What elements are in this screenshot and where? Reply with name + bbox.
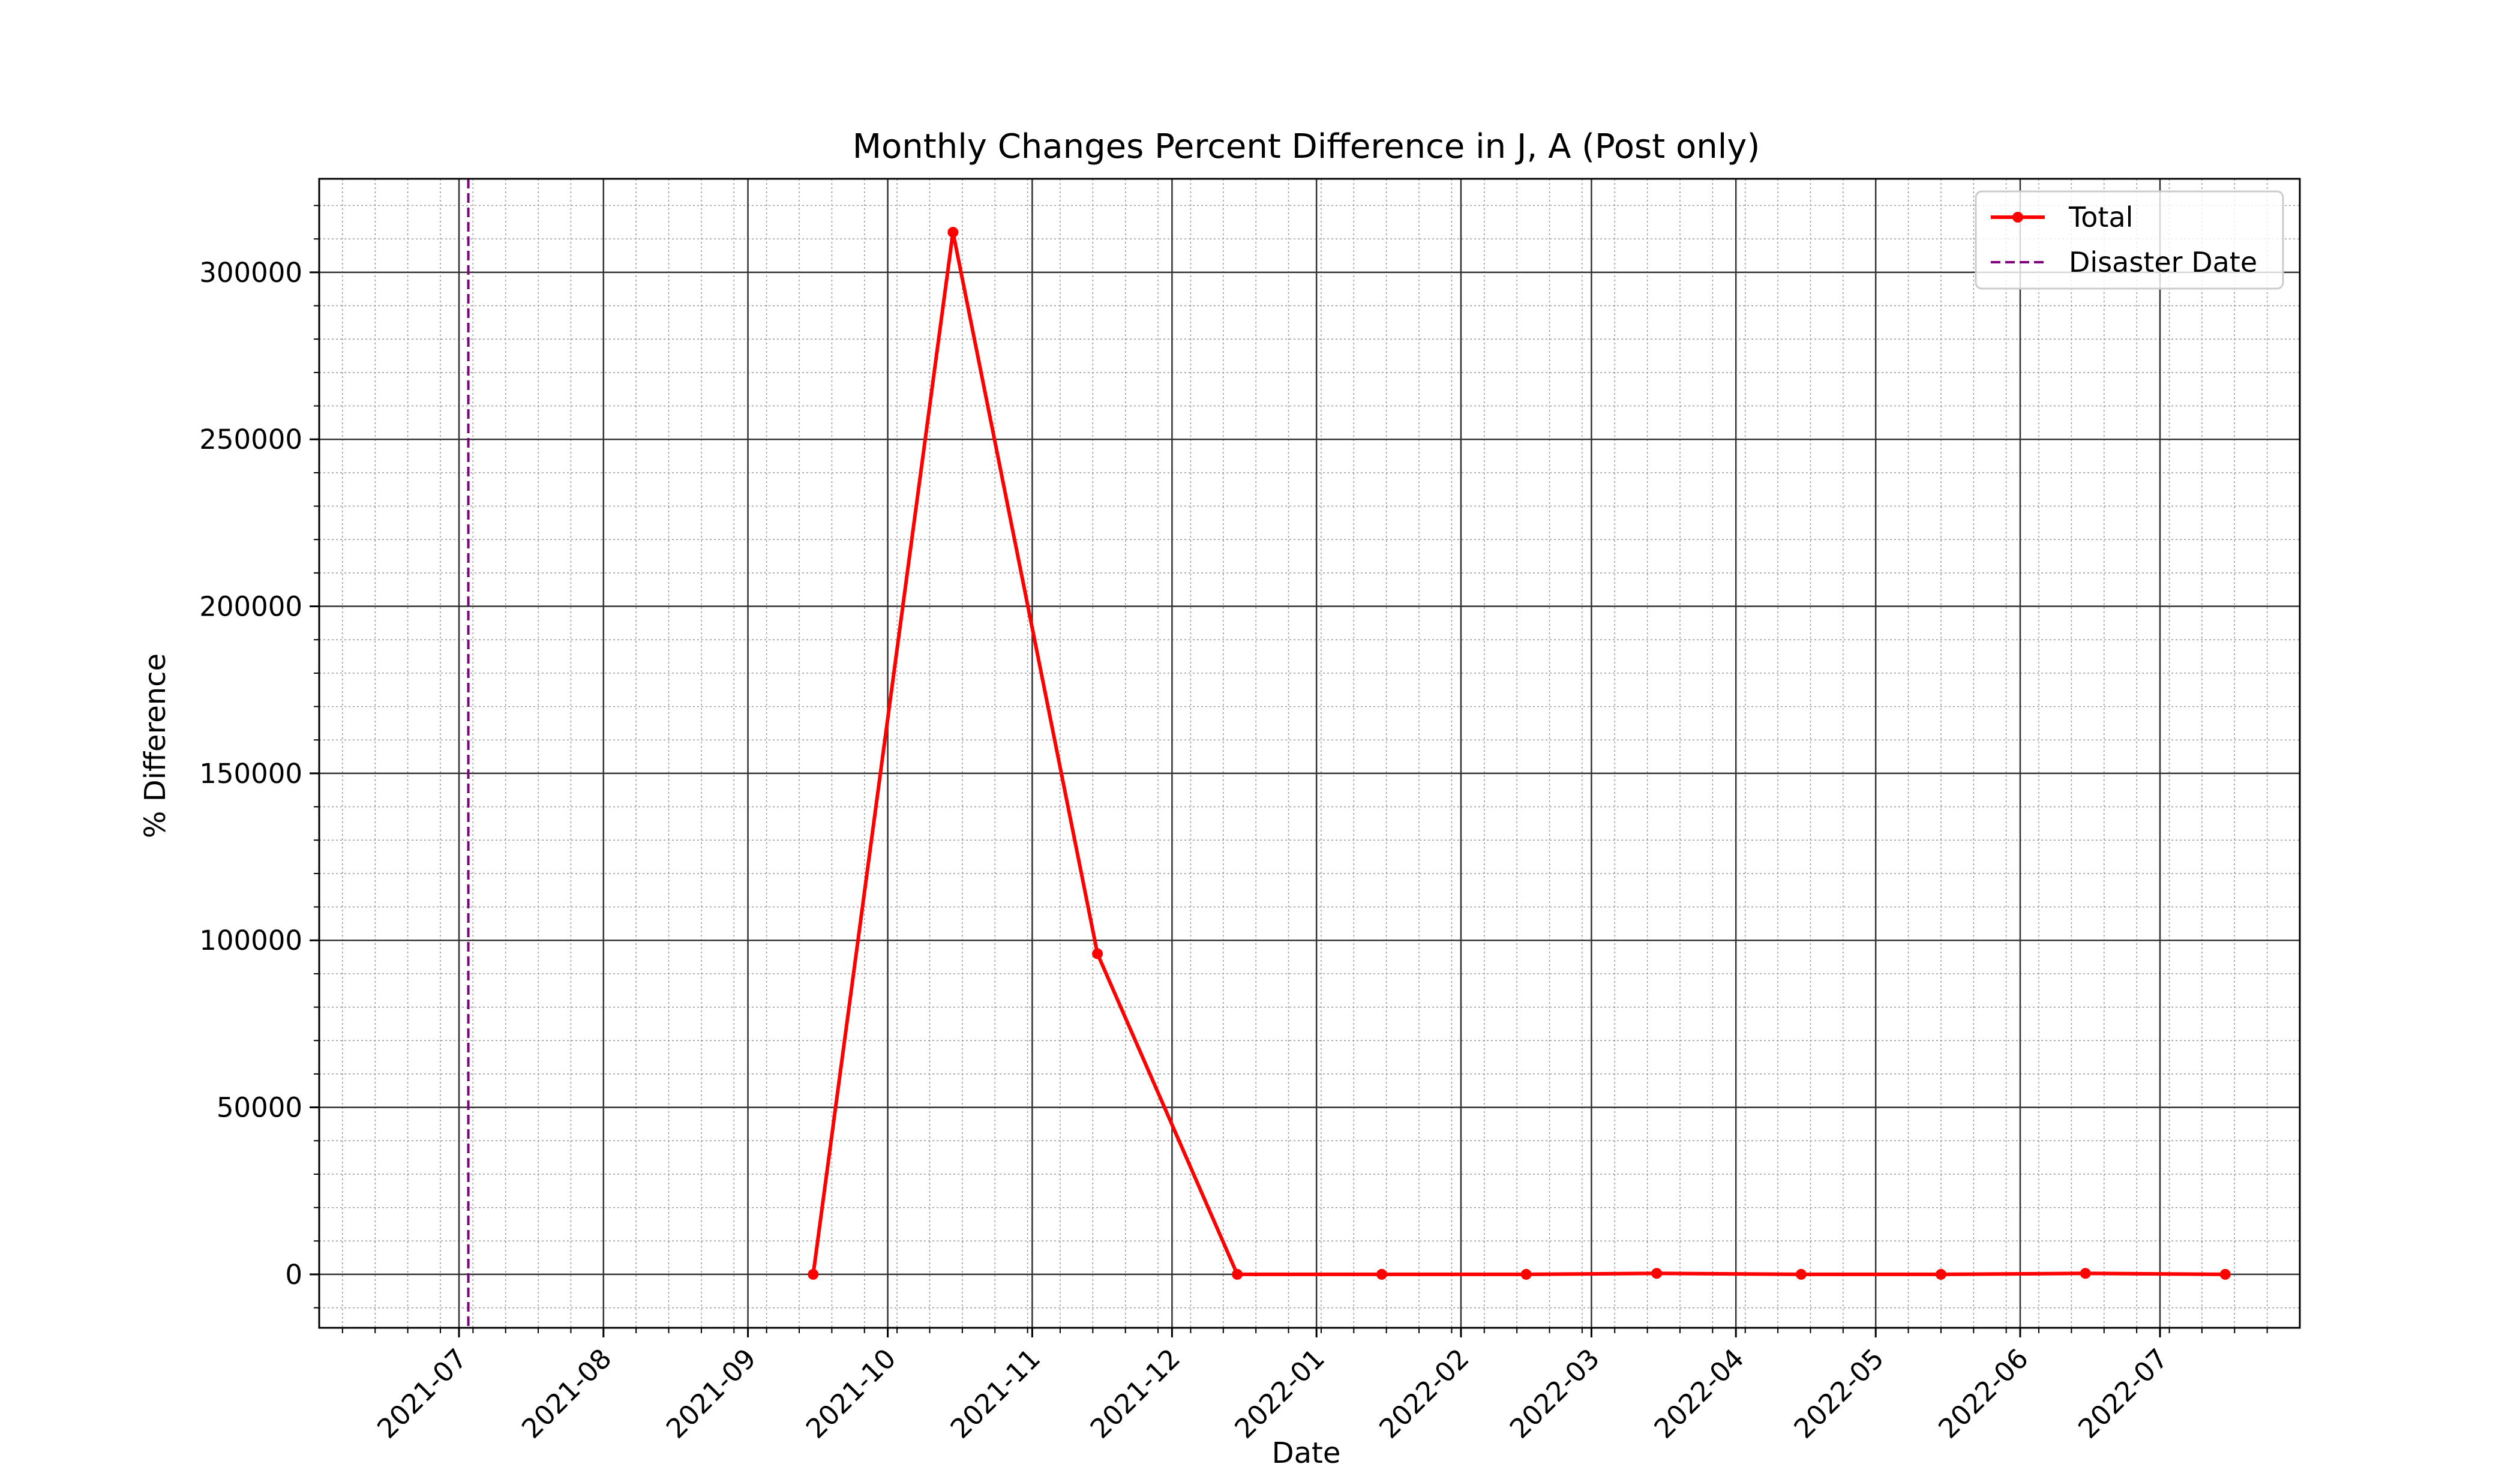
- data-point: [1092, 948, 1103, 959]
- data-point: [1795, 1268, 1807, 1280]
- legend-label-total: Total: [2068, 201, 2133, 233]
- data-point: [1376, 1268, 1387, 1280]
- legend-box: [1975, 190, 2284, 290]
- data-point: [1935, 1268, 1946, 1280]
- legend: Total Disaster Date: [1975, 190, 2284, 290]
- y-tick-label: 200000: [199, 591, 302, 623]
- data-point: [808, 1268, 819, 1280]
- data-point: [2219, 1268, 2231, 1280]
- data-point: [2080, 1268, 2091, 1279]
- y-tick-label: 300000: [199, 257, 302, 289]
- chart-title: Monthly Changes Percent Difference in J,…: [853, 127, 1760, 166]
- data-point: [947, 227, 959, 238]
- major-gridlines: [319, 179, 2300, 1328]
- data-point: [1520, 1268, 1532, 1280]
- y-axis-label: % Difference: [139, 653, 172, 838]
- y-tick-label: 0: [285, 1259, 302, 1291]
- x-axis-label: Date: [1272, 1436, 1341, 1470]
- axis-ticks: [310, 205, 2268, 1337]
- y-tick-label: 100000: [199, 925, 302, 956]
- y-tick-label: 250000: [199, 424, 302, 455]
- y-tick-label: 150000: [199, 758, 302, 790]
- data-point: [1651, 1268, 1663, 1279]
- y-axis-tick-labels: 0 50000 100000 150000 200000 250000 300000: [199, 257, 302, 1291]
- plot-area-frame: [318, 178, 2301, 1329]
- legend-label-disaster-date: Disaster Date: [2069, 246, 2257, 278]
- series-layer: [808, 227, 2231, 1280]
- legend-marker-total: [2012, 212, 2023, 223]
- data-point: [1232, 1268, 1243, 1280]
- y-tick-label: 50000: [217, 1092, 302, 1124]
